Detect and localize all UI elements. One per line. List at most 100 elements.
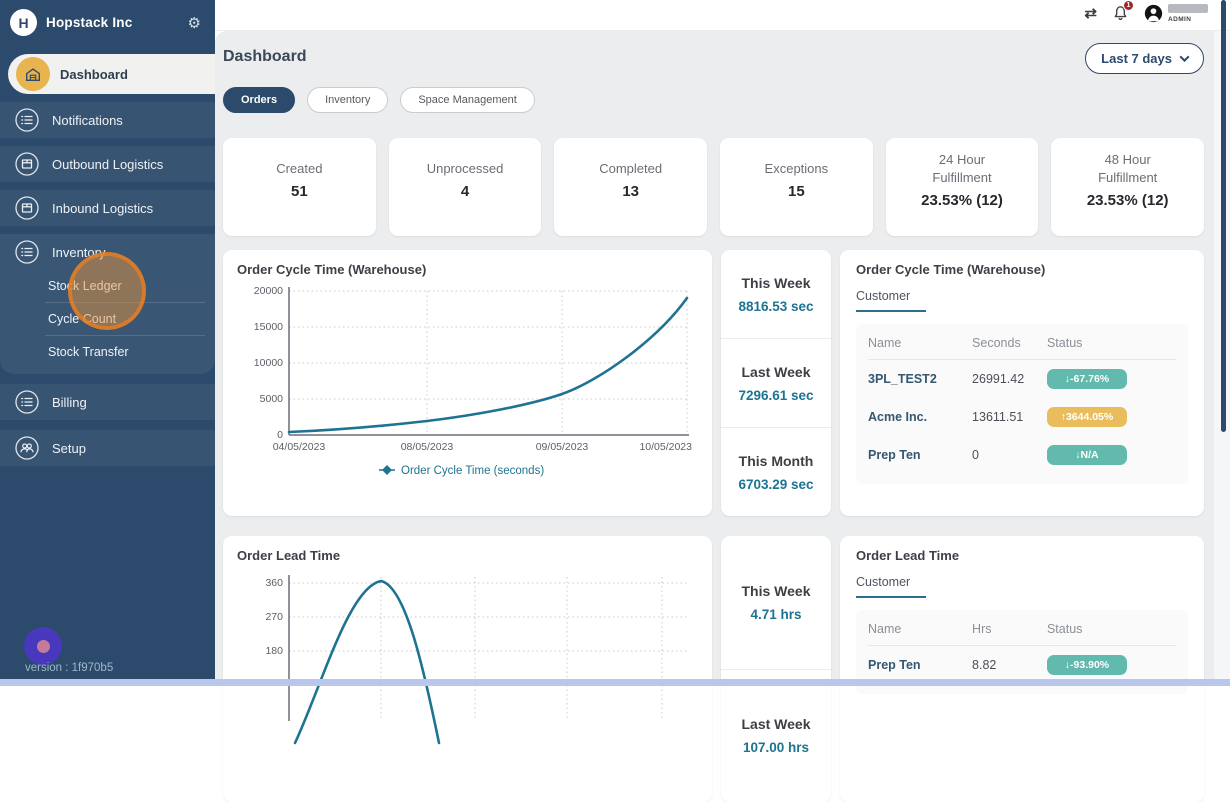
stat-value: 51 bbox=[291, 183, 308, 200]
svg-text:08/05/2023: 08/05/2023 bbox=[401, 441, 454, 453]
table-row: Prep Ten 0 ↓N/A bbox=[868, 436, 1176, 474]
sidebar-item-stock-ledger[interactable]: Stock Ledger bbox=[0, 270, 215, 302]
admin-role-label: ADMIN bbox=[1168, 16, 1191, 23]
summary-this-week: This Week 8816.53 sec bbox=[721, 250, 831, 338]
chart-title: Order Cycle Time (Warehouse) bbox=[237, 262, 698, 277]
warehouse-icon bbox=[16, 57, 50, 91]
sidebar-item-label: Billing bbox=[52, 395, 87, 410]
order-cycle-time-chart-card: Order Cycle Time (Warehouse) 0 5000 1000… bbox=[223, 250, 712, 516]
svg-text:15000: 15000 bbox=[254, 321, 283, 333]
svg-text:180: 180 bbox=[265, 645, 283, 657]
status-badge: ↓-67.76% bbox=[1047, 369, 1127, 389]
summary-last-week: Last Week 7296.61 sec bbox=[721, 338, 831, 427]
page-title: Dashboard bbox=[223, 48, 1204, 66]
svg-text:Order Cycle Time (seconds): Order Cycle Time (seconds) bbox=[401, 465, 544, 477]
gear-icon[interactable]: ⚙ bbox=[188, 14, 201, 32]
panel-title: Order Lead Time bbox=[856, 548, 1188, 563]
status-badge: ↓N/A bbox=[1047, 445, 1127, 465]
stat-label: Exceptions bbox=[765, 160, 829, 178]
svg-text:5000: 5000 bbox=[260, 393, 284, 405]
svg-text:10/05/2023: 10/05/2023 bbox=[639, 441, 692, 453]
stat-value: 4 bbox=[461, 183, 469, 200]
lead-time-table-card: Order Lead Time Customer Name Hrs Status… bbox=[840, 536, 1204, 802]
column-header: Seconds bbox=[972, 336, 1047, 350]
sidebar-item-label: Outbound Logistics bbox=[52, 157, 163, 172]
chart-title: Order Lead Time bbox=[237, 548, 698, 563]
order-lead-time-line-chart: 360 270 180 bbox=[237, 563, 697, 763]
stat-card-created: Created 51 bbox=[223, 138, 376, 236]
sidebar-item-setup[interactable]: Setup bbox=[0, 430, 215, 466]
lead-time-summary-card: This Week 4.71 hrs Last Week 107.00 hrs bbox=[721, 536, 831, 802]
tab-orders[interactable]: Orders bbox=[223, 87, 295, 113]
hopstack-logo-icon: H bbox=[10, 9, 37, 36]
stat-label: Created bbox=[276, 160, 322, 178]
stat-value: 13 bbox=[622, 183, 639, 200]
horizontal-scrollbar[interactable] bbox=[0, 679, 1230, 686]
stat-value: 15 bbox=[788, 183, 805, 200]
sidebar-item-label: Inventory bbox=[52, 245, 105, 260]
tab-customer[interactable]: Customer bbox=[856, 289, 926, 312]
main-content: Dashboard Last 7 days Orders Inventory S… bbox=[215, 31, 1230, 686]
status-badge: ↑3644.05% bbox=[1047, 407, 1127, 427]
scrollbar-thumb[interactable] bbox=[1221, 0, 1226, 432]
sidebar-item-label: Dashboard bbox=[60, 67, 128, 82]
svg-text:10000: 10000 bbox=[254, 357, 283, 369]
stat-card-exceptions: Exceptions 15 bbox=[720, 138, 873, 236]
sidebar-item-outbound-logistics[interactable]: Outbound Logistics bbox=[0, 146, 215, 182]
sidebar-group-inventory: Inventory Stock Ledger Cycle Count Stock… bbox=[0, 234, 215, 374]
svg-text:20000: 20000 bbox=[254, 285, 283, 297]
tab-space-management[interactable]: Space Management bbox=[400, 87, 534, 113]
tab-customer[interactable]: Customer bbox=[856, 575, 926, 598]
stat-cards-row: Created 51 Unprocessed 4 Completed 13 Ex… bbox=[223, 138, 1204, 236]
sidebar-item-label: Setup bbox=[52, 441, 86, 456]
stat-label: 24 Hour Fulfillment bbox=[919, 151, 1005, 186]
stat-value: 23.53% (12) bbox=[921, 192, 1003, 209]
stat-label: Unprocessed bbox=[427, 160, 504, 178]
stat-label: 48 Hour Fulfillment bbox=[1085, 151, 1171, 186]
user-menu[interactable]: ADMIN bbox=[1144, 4, 1208, 23]
order-cycle-time-row: Order Cycle Time (Warehouse) 0 5000 1000… bbox=[223, 250, 1204, 516]
sidebar-item-billing[interactable]: Billing bbox=[0, 384, 215, 420]
svg-text:270: 270 bbox=[265, 611, 283, 623]
chart-legend: Order Cycle Time (seconds) bbox=[379, 465, 544, 477]
notification-count-badge: 1 bbox=[1123, 0, 1134, 11]
sidebar-item-inbound-logistics[interactable]: Inbound Logistics bbox=[0, 190, 215, 226]
date-range-dropdown[interactable]: Last 7 days bbox=[1085, 43, 1204, 74]
panel-title: Order Cycle Time (Warehouse) bbox=[856, 262, 1188, 277]
topbar: ⇄ 1 ADMIN bbox=[215, 0, 1230, 31]
tab-inventory[interactable]: Inventory bbox=[307, 87, 388, 113]
stat-card-unprocessed: Unprocessed 4 bbox=[389, 138, 542, 236]
order-cycle-time-line-chart: 0 5000 10000 15000 20000 04/05/2023 08/0… bbox=[237, 277, 697, 489]
swap-arrows-icon[interactable]: ⇄ bbox=[1084, 4, 1097, 24]
svg-text:0: 0 bbox=[277, 429, 283, 441]
sidebar-item-notifications[interactable]: Notifications bbox=[0, 102, 215, 138]
stat-label: Completed bbox=[599, 160, 662, 178]
table-row: Acme Inc. 13611.51 ↑3644.05% bbox=[868, 398, 1176, 436]
status-badge: ↓-93.90% bbox=[1047, 655, 1127, 675]
redacted-username bbox=[1168, 4, 1208, 13]
svg-text:04/05/2023: 04/05/2023 bbox=[273, 441, 326, 453]
view-tabs: Orders Inventory Space Management bbox=[223, 87, 1204, 113]
column-header: Status bbox=[1047, 336, 1176, 350]
column-header: Name bbox=[868, 336, 972, 350]
brand-name: Hopstack Inc bbox=[46, 15, 179, 30]
list-icon bbox=[14, 239, 40, 265]
stat-value: 23.53% (12) bbox=[1087, 192, 1169, 209]
order-lead-time-chart-card: Order Lead Time 360 270 180 bbox=[223, 536, 712, 802]
cursor-indicator bbox=[24, 627, 62, 665]
sidebar-item-stock-transfer[interactable]: Stock Transfer bbox=[0, 336, 215, 368]
sidebar-nav: Dashboard Notifications Outbound Logisti… bbox=[0, 54, 215, 466]
list-icon bbox=[14, 107, 40, 133]
stat-card-24h-fulfillment: 24 Hour Fulfillment 23.53% (12) bbox=[886, 138, 1039, 236]
cycle-time-table-card: Order Cycle Time (Warehouse) Customer Na… bbox=[840, 250, 1204, 516]
sidebar: H Hopstack Inc ⚙ Dashboard Notifications… bbox=[0, 0, 215, 686]
sidebar-item-cycle-count[interactable]: Cycle Count bbox=[0, 303, 215, 335]
package-icon bbox=[14, 195, 40, 221]
version-label: version : 1f970b5 bbox=[25, 662, 113, 674]
summary-last-week: Last Week 107.00 hrs bbox=[721, 669, 831, 802]
sidebar-item-dashboard[interactable]: Dashboard bbox=[8, 54, 215, 94]
sidebar-item-inventory[interactable]: Inventory bbox=[0, 234, 215, 270]
notifications-bell-icon[interactable]: 1 bbox=[1112, 4, 1129, 27]
summary-this-week: This Week 4.71 hrs bbox=[721, 536, 831, 669]
order-lead-time-row: Order Lead Time 360 270 180 bbox=[223, 536, 1204, 802]
